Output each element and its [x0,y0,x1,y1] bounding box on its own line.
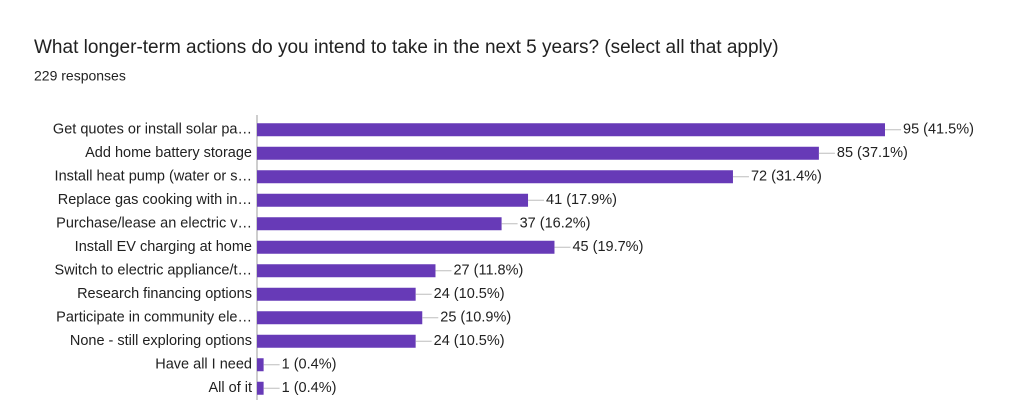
bar [257,123,885,137]
bar [257,193,529,207]
bar [257,358,264,372]
bar [257,146,819,160]
category-label: Get quotes or install solar pa… [53,122,252,138]
response-count: 229 responses [34,68,126,84]
category-label: Install heat pump (water or s… [55,169,252,185]
value-label: 41 (17.9%) [546,192,617,208]
category-label: Install EV charging at home [75,239,252,255]
value-label: 24 (10.5%) [434,286,505,302]
value-label: 27 (11.8%) [453,263,523,279]
value-label: 25 (10.9%) [440,310,511,326]
value-label: 37 (16.2%) [520,216,591,232]
category-label: Add home battery storage [85,145,252,161]
value-label: 24 (10.5%) [434,333,505,349]
chart-title: What longer-term actions do you intend t… [34,37,779,58]
value-label: 1 (0.4%) [282,357,337,373]
bar [257,264,436,278]
bar [257,240,555,254]
bar [257,170,733,184]
bar [257,334,416,348]
category-label: All of it [208,380,252,396]
value-label: 95 (41.5%) [903,122,974,138]
bar [257,381,264,395]
category-label: Have all I need [155,357,252,373]
category-label: None - still exploring options [70,333,252,349]
category-label: Purchase/lease an electric v… [56,216,252,232]
bar [257,217,502,231]
category-label: Switch to electric appliance/t… [55,263,252,279]
category-label: Replace gas cooking with in… [58,192,252,208]
value-label: 72 (31.4%) [751,169,822,185]
category-label: Participate in community ele… [56,310,252,326]
bar [257,287,416,301]
category-label: Research financing options [77,286,252,302]
value-label: 1 (0.4%) [282,380,337,396]
value-label: 85 (37.1%) [837,145,908,161]
value-label: 45 (19.7%) [572,239,643,255]
bar [257,311,423,325]
